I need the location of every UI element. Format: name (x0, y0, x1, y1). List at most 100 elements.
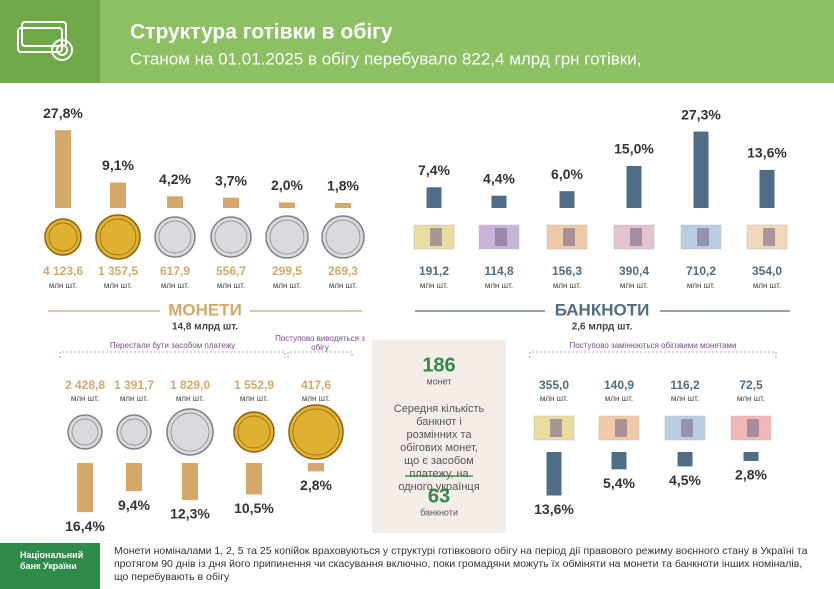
unit-label: млн шт. (104, 281, 132, 290)
footer-logo-bg (0, 543, 100, 589)
coin-inner (158, 220, 192, 254)
coin (154, 216, 196, 258)
banknote-portrait (630, 228, 642, 246)
section-subtitle: 2,6 млрд шт. (572, 322, 633, 333)
annotation-box: Поступово виводяться з обігу (275, 334, 365, 352)
coin (166, 408, 214, 456)
bar (246, 463, 262, 495)
value-label: 15,0% (614, 141, 654, 157)
bracket (287, 351, 353, 358)
banknote-portrait (697, 228, 709, 246)
unit-label: млн шт. (240, 394, 268, 403)
box-coins: 186 (422, 354, 455, 376)
count-label: 617,9 (160, 264, 190, 278)
value-label: 3,7% (215, 172, 247, 188)
coin-inner (292, 408, 340, 456)
box-text: Середня кількість банкнот і розмінних та… (393, 403, 485, 493)
count-label: 4 123,6 (43, 264, 83, 278)
bar (743, 452, 759, 461)
bar (55, 130, 71, 208)
bar (611, 452, 627, 470)
unit-label: млн шт. (49, 281, 77, 290)
value-label: 2,0% (271, 177, 303, 193)
unit-label: млн шт. (120, 394, 148, 403)
coin-inner (99, 218, 137, 256)
unit-label: млн шт. (620, 281, 648, 290)
value-label: 1,8% (327, 178, 359, 194)
annotation: Перестали бути засобом платежу (110, 341, 235, 350)
count-label: 114,8 (484, 264, 514, 278)
value-label: 13,6% (534, 501, 574, 517)
count-label: 355,0 (539, 378, 569, 392)
box-coins-label: монет (427, 376, 452, 386)
annotation: Поступово замінюються обіговими монетами (569, 341, 736, 350)
unit-label: млн шт. (485, 281, 513, 290)
unit-label: млн шт. (605, 394, 633, 403)
count-label: 72,5 (739, 378, 763, 392)
value-label: 5,4% (603, 475, 635, 491)
bar (693, 131, 709, 208)
banknote-portrait (747, 419, 759, 437)
money-icon (17, 21, 73, 61)
bar (546, 452, 562, 496)
count-label: 299,5 (272, 264, 302, 278)
unit-label: млн шт. (71, 394, 99, 403)
bar (126, 463, 142, 492)
bar (677, 452, 693, 467)
coin (233, 411, 275, 453)
subtitle: Станом на 01.01.2025 в обігу перебувало … (130, 49, 641, 68)
unit-label: млн шт. (737, 394, 765, 403)
coin (67, 414, 103, 450)
count-label: 116,2 (670, 378, 700, 392)
bar (335, 202, 351, 208)
section-subtitle: 14,8 млрд шт. (172, 322, 238, 333)
banknote-portrait (550, 419, 562, 437)
bar (759, 169, 775, 208)
coin-inner (170, 412, 210, 452)
count-label: 556,7 (216, 264, 246, 278)
banknote-portrait (495, 228, 507, 246)
value-label: 27,3% (681, 106, 721, 122)
value-label: 4,5% (669, 472, 701, 488)
unit-label: млн шт. (161, 281, 189, 290)
bar (167, 196, 183, 208)
bar (223, 197, 239, 208)
unit-label: млн шт. (329, 281, 357, 290)
value-label: 9,4% (118, 497, 150, 513)
count-label: 354,0 (752, 264, 782, 278)
bar (308, 463, 324, 472)
coin-inner (120, 418, 148, 446)
bar (626, 166, 642, 208)
count-label: 191,2 (419, 264, 449, 278)
value-label: 4,2% (159, 171, 191, 187)
annotation: Поступово виводяться з обігу (275, 334, 365, 352)
count-label: 1 357,5 (98, 264, 138, 278)
box-notes-label: банкноти (420, 507, 458, 517)
bracket (529, 351, 777, 358)
box-notes: 63 (428, 485, 450, 507)
value-label: 27,8% (43, 105, 83, 121)
value-label: 16,4% (65, 518, 105, 534)
unit-label: млн шт. (420, 281, 448, 290)
count-label: 140,9 (604, 378, 634, 392)
banknote-portrait (615, 419, 627, 437)
coin (210, 216, 252, 258)
unit-label: млн шт. (687, 281, 715, 290)
value-label: 10,5% (234, 500, 274, 516)
footer-note: Монети номіналами 1, 2, 5 та 25 копійок … (114, 545, 808, 583)
bar (182, 463, 198, 500)
value-label: 2,8% (735, 467, 767, 483)
coin (95, 214, 141, 260)
coin-inner (325, 219, 361, 255)
box-bg (372, 340, 506, 533)
bar (426, 187, 442, 208)
banknote-portrait (430, 228, 442, 246)
unit-label: млн шт. (540, 394, 568, 403)
count-label: 417,6 (301, 378, 331, 392)
value-label: 13,6% (747, 145, 787, 161)
coin-inner (214, 220, 248, 254)
count-label: 269,3 (328, 264, 358, 278)
value-label: 4,4% (483, 170, 515, 186)
